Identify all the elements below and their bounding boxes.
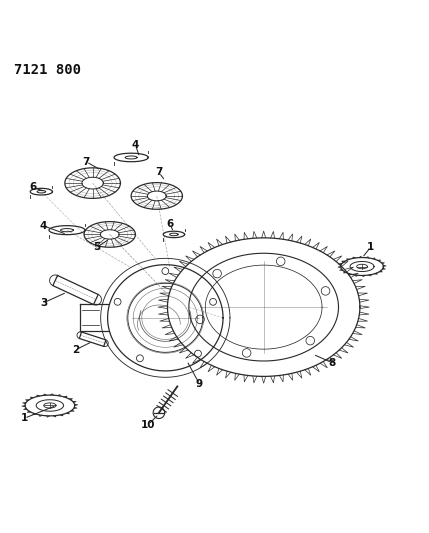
Text: 8: 8 xyxy=(329,358,336,368)
Text: 4: 4 xyxy=(132,140,139,150)
Text: 7: 7 xyxy=(82,157,90,167)
Text: 7: 7 xyxy=(155,167,163,177)
Text: 7121 800: 7121 800 xyxy=(14,63,81,77)
Text: 2: 2 xyxy=(72,345,79,355)
Text: 4: 4 xyxy=(40,221,47,231)
Text: 10: 10 xyxy=(141,419,155,430)
Text: 1: 1 xyxy=(367,243,374,252)
Text: 9: 9 xyxy=(196,379,203,389)
Text: 6: 6 xyxy=(166,219,173,229)
Text: 3: 3 xyxy=(40,298,47,308)
Text: 6: 6 xyxy=(29,182,36,192)
Text: 1: 1 xyxy=(21,413,28,423)
Text: 5: 5 xyxy=(93,243,100,252)
